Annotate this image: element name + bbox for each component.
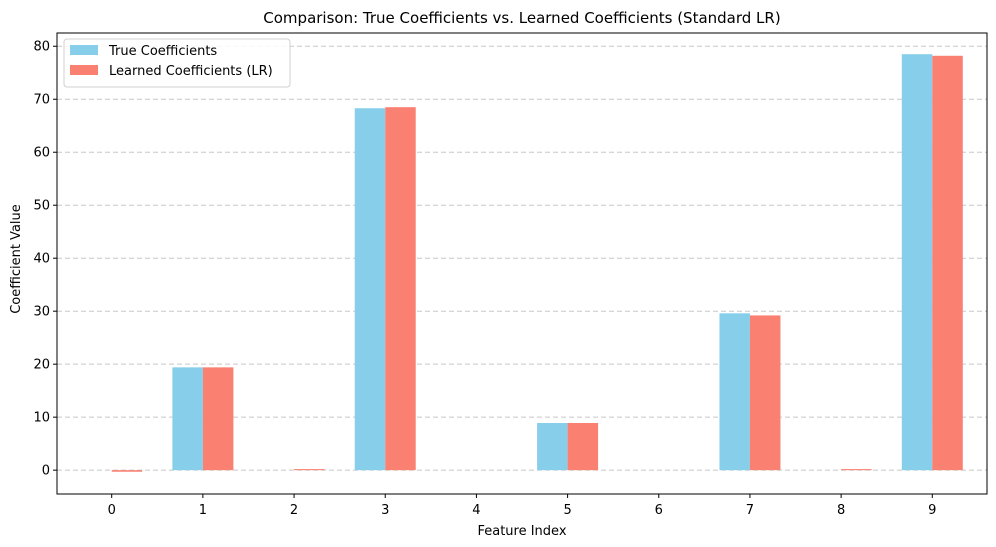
bar-learned-8 <box>841 469 872 471</box>
bar-true-9 <box>901 54 933 471</box>
bar-learned-5 <box>567 422 599 471</box>
y-tick-label: 80 <box>33 40 50 55</box>
legend-swatch <box>70 65 98 75</box>
x-tick-label: 0 <box>108 503 116 518</box>
y-tick-label: 40 <box>33 252 50 267</box>
x-tick-label: 1 <box>199 503 207 518</box>
y-axis: 0 10 20 30 40 50 60 70 80 <box>33 40 57 479</box>
bar-learned-2 <box>294 469 325 471</box>
bar-learned-0 <box>111 470 143 472</box>
legend-label: True Coefficients <box>108 44 217 59</box>
x-axis: 0 1 2 3 4 5 6 7 8 9 <box>108 494 936 518</box>
legend-label: Learned Coefficients (LR) <box>109 64 273 79</box>
bar-learned-7 <box>749 315 781 471</box>
bar-true-1 <box>172 367 203 471</box>
plot-frame <box>56 32 988 495</box>
bar-learned-3 <box>385 107 416 471</box>
bar-true-5 <box>537 422 568 471</box>
x-tick-label: 3 <box>381 503 389 518</box>
x-tick-label: 6 <box>655 503 663 518</box>
legend-box <box>63 38 291 88</box>
y-tick-label: 10 <box>33 411 50 426</box>
bar-learned-1 <box>202 367 234 471</box>
x-tick-label: 2 <box>290 503 298 518</box>
y-tick-label: 0 <box>42 464 50 479</box>
chart-title: Comparison: True Coefficients vs. Learne… <box>263 9 780 27</box>
bar-true-3 <box>354 108 386 471</box>
y-tick-label: 70 <box>33 93 50 108</box>
y-tick-label: 50 <box>33 199 50 214</box>
x-axis-title: Feature Index <box>477 524 566 539</box>
bars <box>111 54 963 472</box>
x-tick-label: 4 <box>472 503 480 518</box>
legend: True Coefficients Learned Coefficients (L… <box>63 38 291 88</box>
y-tick-label: 60 <box>33 146 50 161</box>
bar-true-7 <box>719 313 750 471</box>
x-tick-label: 7 <box>746 503 754 518</box>
x-tick-label: 9 <box>928 503 936 518</box>
y-tick-label: 20 <box>33 358 50 373</box>
y-axis-title: Coefficient Value <box>9 204 24 314</box>
x-tick-label: 5 <box>563 503 571 518</box>
legend-swatch <box>70 45 98 55</box>
y-tick-label: 30 <box>33 305 50 320</box>
bar-learned-9 <box>932 55 963 471</box>
x-tick-label: 8 <box>837 503 845 518</box>
